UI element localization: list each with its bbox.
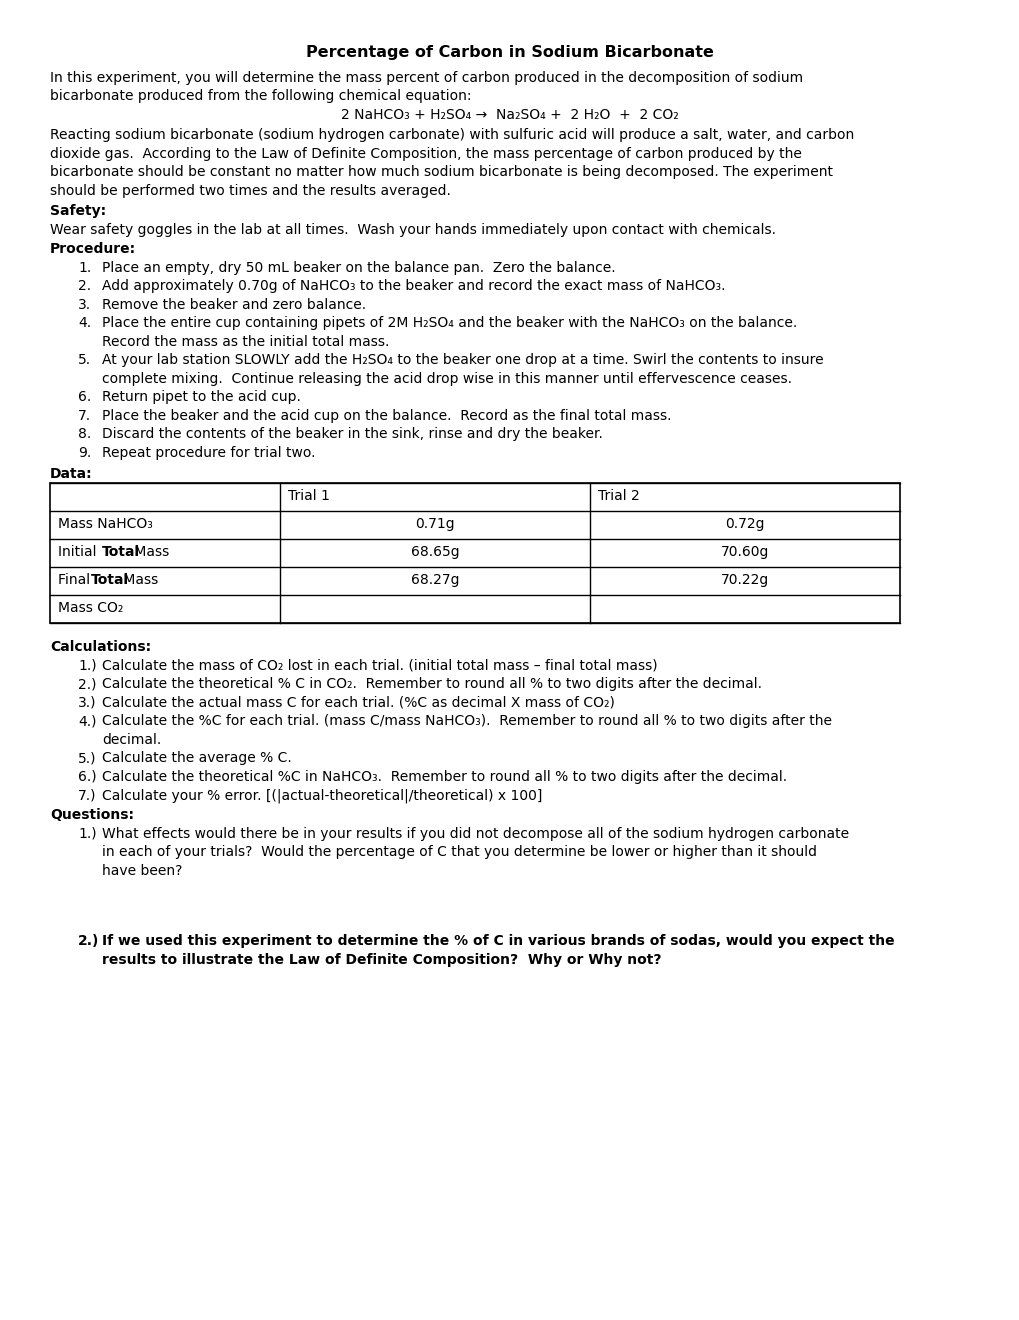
Text: Calculate the average % C.: Calculate the average % C. [102,751,291,766]
Text: 68.27g: 68.27g [411,573,459,587]
Text: 8.: 8. [77,428,91,441]
Text: Initial: Initial [58,545,101,560]
Text: 4.): 4.) [77,714,97,729]
Text: Mass: Mass [118,573,158,587]
Text: 4.: 4. [77,315,91,330]
Text: At your lab station SLOWLY add the H₂SO₄ to the beaker one drop at a time. Swirl: At your lab station SLOWLY add the H₂SO₄… [102,352,822,367]
Text: 5.: 5. [77,352,91,367]
Text: 3.: 3. [77,297,91,312]
Text: Remove the beaker and zero balance.: Remove the beaker and zero balance. [102,297,366,312]
Text: 9.: 9. [77,446,91,459]
Text: bicarbonate produced from the following chemical equation:: bicarbonate produced from the following … [50,90,471,103]
Text: 0.71g: 0.71g [415,517,454,532]
Text: 1.: 1. [77,260,91,275]
Text: Percentage of Carbon in Sodium Bicarbonate: Percentage of Carbon in Sodium Bicarbona… [306,45,713,59]
Text: Data:: Data: [50,467,93,480]
Text: Calculate your % error. [(|actual-theoretical|/theoretical) x 100]: Calculate your % error. [(|actual-theore… [102,788,542,803]
Text: Record the mass as the initial total mass.: Record the mass as the initial total mas… [102,334,389,348]
Text: Add approximately 0.70g of NaHCO₃ to the beaker and record the exact mass of NaH: Add approximately 0.70g of NaHCO₃ to the… [102,279,725,293]
Text: Discard the contents of the beaker in the sink, rinse and dry the beaker.: Discard the contents of the beaker in th… [102,428,602,441]
Text: Wear safety goggles in the lab at all times.  Wash your hands immediately upon c: Wear safety goggles in the lab at all ti… [50,223,775,236]
Text: Mass NaHCO₃: Mass NaHCO₃ [58,517,153,532]
Text: Place an empty, dry 50 mL beaker on the balance pan.  Zero the balance.: Place an empty, dry 50 mL beaker on the … [102,260,615,275]
Text: 7.): 7.) [77,788,97,803]
Text: Return pipet to the acid cup.: Return pipet to the acid cup. [102,389,301,404]
Text: Mass CO₂: Mass CO₂ [58,602,123,615]
Text: 2.: 2. [77,279,91,293]
Text: Calculate the actual mass C for each trial. (%C as decimal X mass of CO₂): Calculate the actual mass C for each tri… [102,696,614,710]
Text: 70.22g: 70.22g [720,573,768,587]
Text: dioxide gas.  According to the Law of Definite Composition, the mass percentage : dioxide gas. According to the Law of Def… [50,147,801,161]
Text: Procedure:: Procedure: [50,242,136,256]
Text: 2.): 2.) [77,677,97,692]
Text: decimal.: decimal. [102,733,161,747]
Text: bicarbonate should be constant no matter how much sodium bicarbonate is being de: bicarbonate should be constant no matter… [50,165,833,180]
Text: 6.: 6. [77,389,91,404]
Text: 7.: 7. [77,408,91,422]
Text: In this experiment, you will determine the mass percent of carbon produced in th: In this experiment, you will determine t… [50,71,802,84]
Text: Place the entire cup containing pipets of 2M H₂SO₄ and the beaker with the NaHCO: Place the entire cup containing pipets o… [102,315,797,330]
Text: Trial 1: Trial 1 [287,490,329,503]
Text: 5.): 5.) [77,751,97,766]
Text: Final: Final [58,573,95,587]
Text: results to illustrate the Law of Definite Composition?  Why or Why not?: results to illustrate the Law of Definit… [102,953,661,966]
Text: 2.): 2.) [77,935,99,948]
Text: Questions:: Questions: [50,808,133,822]
Text: 0.72g: 0.72g [725,517,764,532]
Text: Mass: Mass [129,545,169,560]
Text: in each of your trials?  Would the percentage of C that you determine be lower o: in each of your trials? Would the percen… [102,845,816,859]
Text: complete mixing.  Continue releasing the acid drop wise in this manner until eff: complete mixing. Continue releasing the … [102,371,791,385]
Text: Calculate the %C for each trial. (mass C/mass NaHCO₃).  Remember to round all % : Calculate the %C for each trial. (mass C… [102,714,832,729]
Text: Repeat procedure for trial two.: Repeat procedure for trial two. [102,446,315,459]
Text: 1.): 1.) [77,659,97,673]
Text: Calculate the theoretical %C in NaHCO₃.  Remember to round all % to two digits a: Calculate the theoretical %C in NaHCO₃. … [102,770,787,784]
Text: If we used this experiment to determine the % of C in various brands of sodas, w: If we used this experiment to determine … [102,935,894,948]
Bar [50,483,899,623]
Text: 68.65g: 68.65g [411,545,459,560]
Text: have been?: have been? [102,865,182,878]
Text: 6.): 6.) [77,770,97,784]
Text: Place the beaker and the acid cup on the balance.  Record as the final total mas: Place the beaker and the acid cup on the… [102,408,671,422]
Text: Safety:: Safety: [50,205,106,218]
Text: 1.): 1.) [77,826,97,841]
Text: Calculations:: Calculations: [50,640,151,655]
Text: should be performed two times and the results averaged.: should be performed two times and the re… [50,183,450,198]
Text: 2 NaHCO₃ + H₂SO₄ →  Na₂SO₄ +  2 H₂O  +  2 CO₂: 2 NaHCO₃ + H₂SO₄ → Na₂SO₄ + 2 H₂O + 2 CO… [340,108,679,121]
Text: Total: Total [91,573,129,587]
Text: Calculate the mass of CO₂ lost in each trial. (initial total mass – final total : Calculate the mass of CO₂ lost in each t… [102,659,657,673]
Text: What effects would there be in your results if you did not decompose all of the : What effects would there be in your resu… [102,826,848,841]
Text: 3.): 3.) [77,696,97,710]
Text: Calculate the theoretical % C in CO₂.  Remember to round all % to two digits aft: Calculate the theoretical % C in CO₂. Re… [102,677,761,692]
Text: Reacting sodium bicarbonate (sodium hydrogen carbonate) with sulfuric acid will : Reacting sodium bicarbonate (sodium hydr… [50,128,854,143]
Text: Total: Total [102,545,141,560]
Text: Trial 2: Trial 2 [597,490,639,503]
Text: 70.60g: 70.60g [720,545,768,560]
